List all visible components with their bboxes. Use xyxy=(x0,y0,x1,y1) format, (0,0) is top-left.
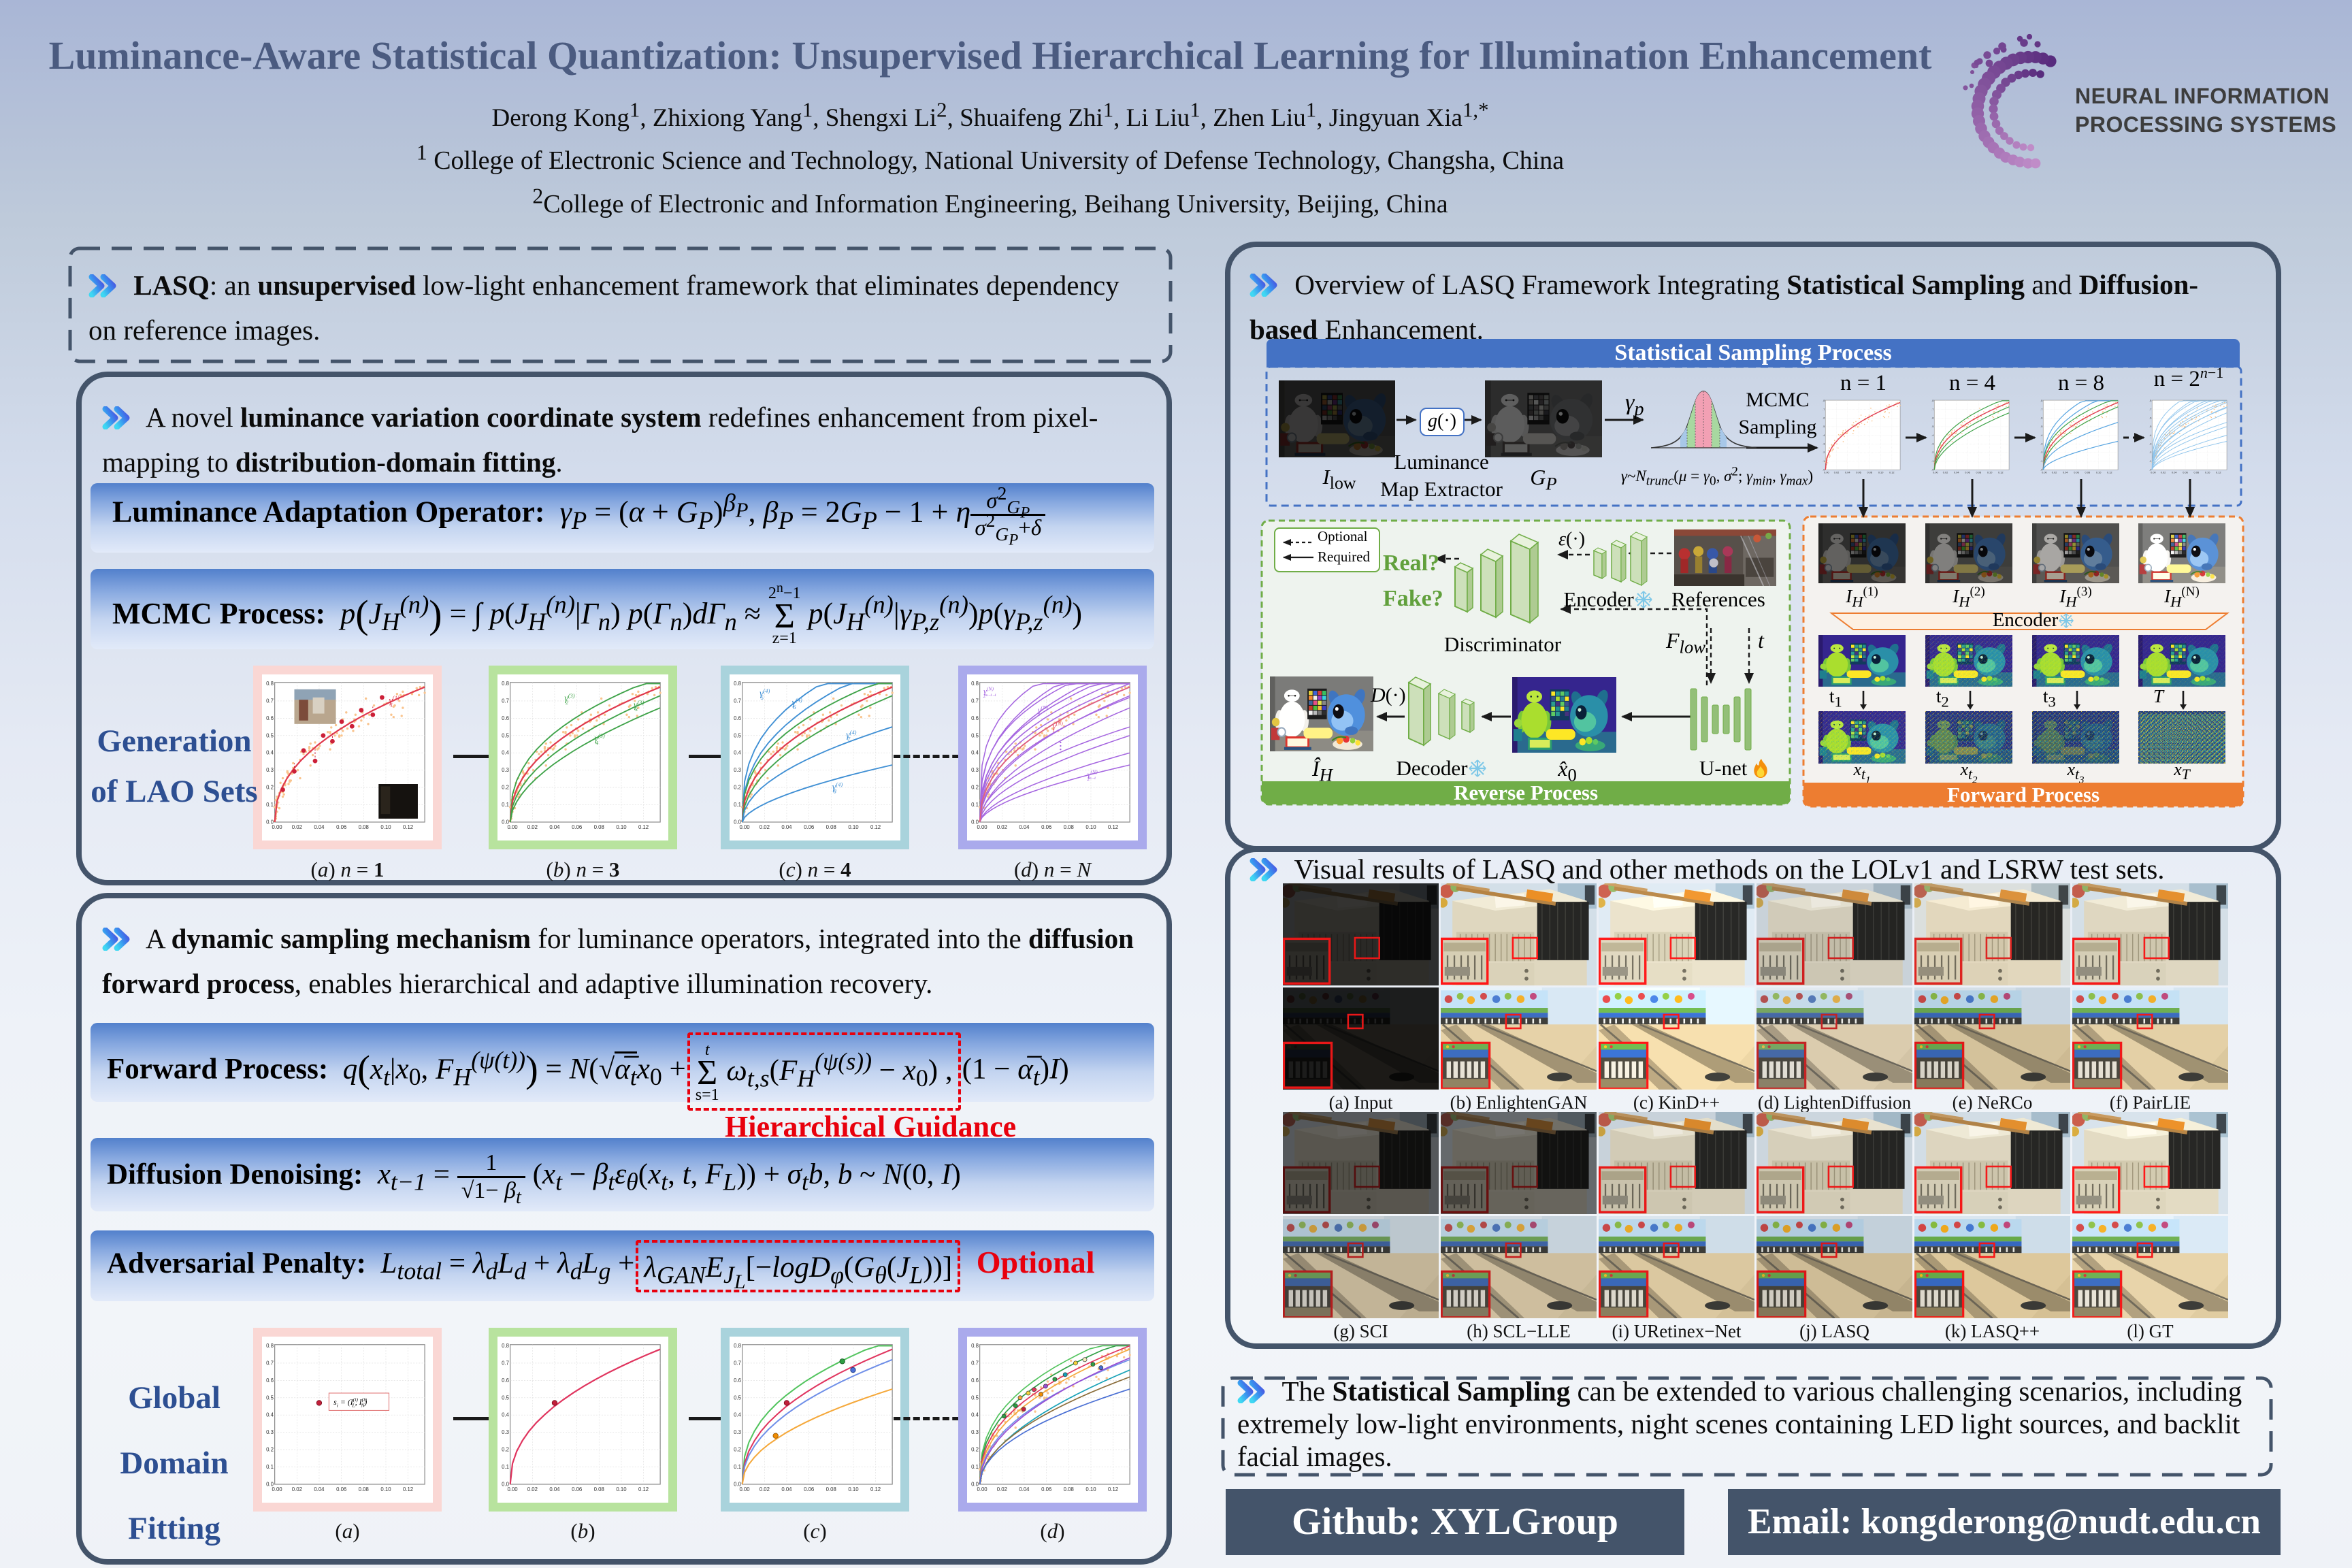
svg-text:NEURAL INFORMATION: NEURAL INFORMATION xyxy=(2075,84,2330,108)
svg-text:γ(N)2ⁿ⁻¹⁻¹: γ(N) 2ⁿ⁻¹⁻¹ xyxy=(983,686,997,699)
svg-text:γ(N)2ⁿ⁻¹: γ(N) 2ⁿ⁻¹ xyxy=(1087,769,1098,782)
svg-text:PROCESSING SYSTEMS: PROCESSING SYSTEMS xyxy=(2075,112,2336,137)
svg-text:si = (I(i)L, I(i)N): si = (I(i) L, I(i) N) xyxy=(333,1396,367,1408)
